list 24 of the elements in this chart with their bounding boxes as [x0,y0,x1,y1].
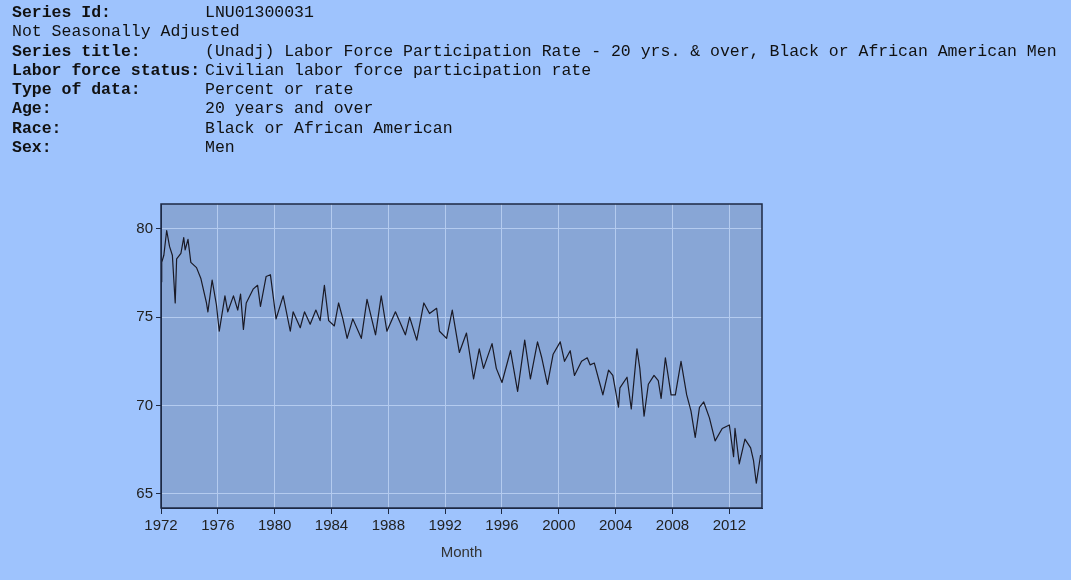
x-tick-label: 1996 [485,516,519,534]
x-tick-label: 2000 [542,516,576,534]
x-tick-label: 1988 [371,516,406,534]
x-tick-label: 1972 [144,516,178,534]
text: Type of data: Percent or rate [12,80,354,100]
y-tick-label: 65 [136,484,153,501]
text: Age: 20 years and over [12,99,374,119]
x-axis-title: Month [440,543,483,561]
text: Series Id: LNU01300031 [12,3,314,22]
y-tick-label: 75 [136,307,153,325]
y-tick-label: 80 [136,218,153,236]
x-tick-label: 1976 [201,516,235,534]
text: Not Seasonally Adjusted [12,22,241,42]
text: Race: Black or African American [12,118,453,138]
x-tick-label: 1980 [257,516,292,534]
x-tick-label: 2008 [655,516,690,534]
text: Series title: (Unadj) Labor Force Participation Rate - 20 yrs. & over, Black or African American Men [12,41,1057,61]
text: Sex: Men [12,138,235,158]
x-tick-label: 1992 [428,516,462,534]
y-tick-label: 70 [136,395,153,413]
x-tick-label: 2012 [712,516,747,534]
x-tick-label: 2004 [598,516,633,534]
x-tick-label: 1984 [314,516,349,534]
text: Labor force status: Civilian labor force participation rate [12,60,592,81]
